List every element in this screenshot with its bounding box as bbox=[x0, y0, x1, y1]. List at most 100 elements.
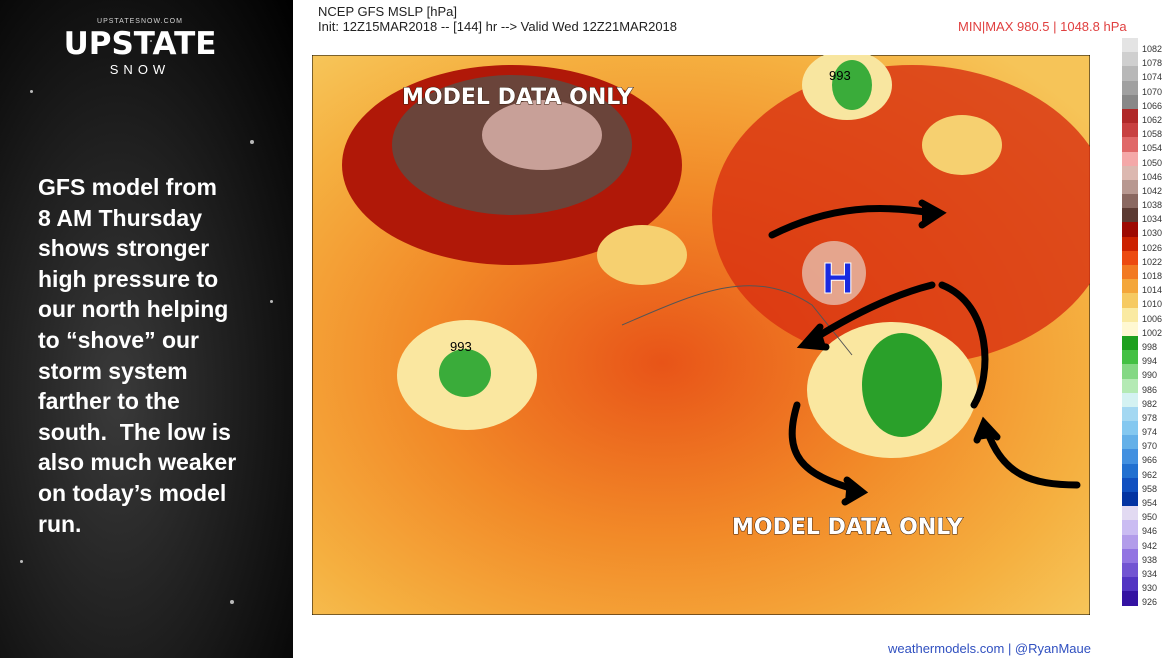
colorbar-swatch bbox=[1122, 279, 1138, 294]
caption-line: GFS model from bbox=[38, 174, 217, 200]
colorbar-swatch bbox=[1122, 364, 1138, 379]
colorbar-label: 1042 bbox=[1142, 185, 1163, 196]
colorbar-swatch bbox=[1122, 165, 1138, 180]
colorbar-swatch bbox=[1122, 38, 1138, 53]
colorbar-swatch bbox=[1122, 321, 1138, 336]
low-label: 993 bbox=[450, 339, 472, 354]
colorbar-label: 978 bbox=[1142, 412, 1158, 423]
credit: weathermodels.com | @RyanMaue bbox=[888, 641, 1091, 656]
colorbar-swatch bbox=[1122, 137, 1138, 152]
pressure-area bbox=[862, 333, 942, 437]
colorbar-label: 1026 bbox=[1142, 242, 1163, 253]
colorbar-label: 982 bbox=[1142, 398, 1158, 409]
flow-arrows bbox=[768, 199, 1081, 506]
colorbar-label: 962 bbox=[1142, 469, 1158, 480]
caption-line: storm system bbox=[38, 357, 188, 384]
colorbar-swatch bbox=[1122, 562, 1138, 578]
colorbar-swatch bbox=[1122, 548, 1138, 563]
colorbar-swatch bbox=[1122, 194, 1138, 209]
map: MODEL DATA ONLY MODEL DATA ONLY H 993 99… bbox=[312, 55, 1090, 615]
colorbar-label: 1054 bbox=[1142, 143, 1163, 154]
colorbar-swatch bbox=[1122, 222, 1138, 237]
map-init: Init: 12Z15MAR2018 -- [144] hr --> Valid… bbox=[318, 19, 678, 34]
colorbar-label: 1030 bbox=[1142, 228, 1163, 239]
colorbar-label: 1002 bbox=[1142, 327, 1163, 338]
colorbar-swatch bbox=[1122, 506, 1138, 521]
colorbar-label: 1038 bbox=[1142, 200, 1163, 211]
colorbar-label: 990 bbox=[1142, 370, 1158, 381]
colorbar-swatch bbox=[1122, 421, 1138, 436]
colorbar-label: 1070 bbox=[1142, 86, 1163, 97]
star bbox=[20, 560, 23, 563]
annotation: MODEL DATA ONLY bbox=[732, 515, 964, 540]
colorbar-swatch bbox=[1122, 179, 1138, 195]
high-glow bbox=[802, 241, 866, 305]
colorbar-swatch bbox=[1122, 577, 1138, 592]
caption-line: run. bbox=[38, 510, 82, 537]
brand-site: UPSTATESNOW.COM bbox=[97, 18, 183, 25]
colorbar-swatch bbox=[1122, 477, 1138, 492]
colorbar-label: 1066 bbox=[1142, 100, 1163, 111]
colorbar-label: 1058 bbox=[1142, 129, 1163, 140]
colorbar-label: 1018 bbox=[1142, 271, 1163, 281]
colorbar-swatch bbox=[1122, 293, 1138, 308]
colorbar-label: 974 bbox=[1142, 427, 1158, 438]
pressure-area bbox=[482, 100, 602, 170]
colorbar-label: 1022 bbox=[1142, 256, 1163, 267]
colorbar-swatch bbox=[1122, 435, 1138, 450]
star bbox=[250, 140, 254, 144]
colorbar-swatch bbox=[1122, 392, 1138, 407]
caption: GFS model from 8 AM Thursday shows stronge… bbox=[38, 172, 236, 539]
colorbar-swatch bbox=[1122, 406, 1138, 422]
caption-line: our north helping bbox=[38, 296, 229, 323]
caption-line: high pressure to bbox=[38, 265, 219, 292]
min-max: MIN|MAX 980.5 | 1048.8 hPa bbox=[958, 19, 1127, 34]
star bbox=[30, 90, 33, 93]
star bbox=[270, 300, 273, 303]
annotation: MODEL DATA ONLY bbox=[402, 85, 634, 110]
colorbar-swatch bbox=[1122, 80, 1138, 95]
colorbar-swatch bbox=[1122, 520, 1138, 535]
colorbar-label: 998 bbox=[1142, 341, 1158, 352]
colorbar-label: 994 bbox=[1142, 356, 1158, 367]
caption-line: on today’s model bbox=[38, 479, 227, 506]
star bbox=[230, 600, 234, 604]
caption-line: shows stronger bbox=[38, 235, 210, 262]
caption-line: 8 AM Thursday bbox=[38, 204, 203, 231]
colorbar-swatch bbox=[1122, 335, 1138, 351]
colorbar-label: 926 bbox=[1142, 597, 1158, 608]
colorbar-label: 1074 bbox=[1142, 72, 1163, 83]
colorbar-label: 966 bbox=[1142, 455, 1158, 466]
low-label: 993 bbox=[829, 68, 851, 83]
brand-name: UPSTATE bbox=[63, 26, 217, 62]
colorbar-label: 1014 bbox=[1142, 285, 1163, 296]
colorbar-swatch bbox=[1122, 463, 1138, 478]
colorbar-swatch bbox=[1122, 307, 1138, 322]
colorbar-label: 930 bbox=[1142, 583, 1158, 594]
colorbar-label: 1078 bbox=[1142, 58, 1163, 69]
caption-line: south. The low is bbox=[38, 418, 231, 445]
colorbar-label: 938 bbox=[1142, 554, 1158, 565]
colorbar-swatch bbox=[1122, 52, 1138, 67]
colorbar-swatch bbox=[1122, 66, 1138, 81]
colorbar-swatch bbox=[1122, 378, 1138, 393]
colorbar-label: 1046 bbox=[1142, 171, 1163, 182]
side-panel: UPSTATESNOW.COM UPSTATE SNOW GFS model f… bbox=[0, 0, 293, 658]
high-marker: H bbox=[822, 254, 854, 303]
colorbar-swatch bbox=[1122, 265, 1138, 280]
colorbar-swatch bbox=[1122, 534, 1138, 549]
caption-line: to “shove” our bbox=[38, 326, 200, 353]
colorbar-swatch bbox=[1122, 151, 1138, 166]
colorbar-label: 1050 bbox=[1142, 157, 1163, 168]
colorbar-label: 958 bbox=[1142, 483, 1158, 494]
colorbar-label: 1034 bbox=[1142, 214, 1163, 225]
colorbar-label: 986 bbox=[1142, 384, 1158, 395]
pressure-area bbox=[439, 349, 491, 397]
map-title: NCEP GFS MSLP [hPa] bbox=[318, 4, 457, 19]
colorbar-label: 1082 bbox=[1142, 44, 1163, 54]
colorbar-swatch bbox=[1122, 350, 1138, 365]
colorbar-label: 934 bbox=[1142, 568, 1158, 579]
colorbar-swatch bbox=[1122, 250, 1138, 265]
colorbar-label: 950 bbox=[1142, 512, 1158, 523]
